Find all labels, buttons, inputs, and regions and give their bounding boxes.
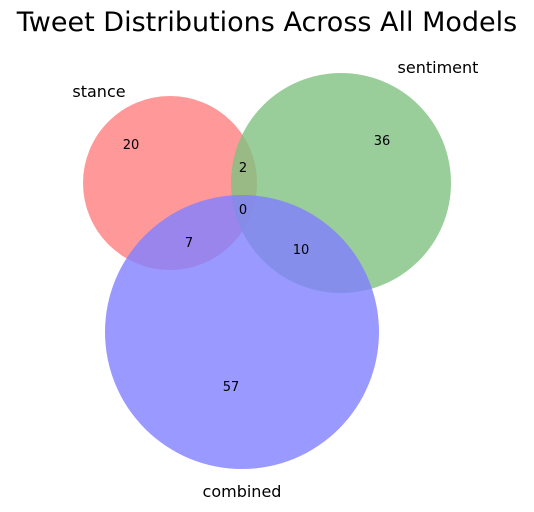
region-count-sentiment-combined: 10 — [293, 243, 310, 258]
region-count-stance-sentiment: 2 — [239, 161, 247, 176]
set-label-sentiment: sentiment — [398, 58, 479, 77]
set-label-combined: combined — [203, 482, 282, 501]
region-count-all-three: 0 — [239, 203, 247, 218]
region-count-combined-only: 57 — [223, 380, 240, 395]
circle-combined — [105, 195, 379, 469]
region-count-stance-combined: 7 — [185, 236, 193, 251]
set-label-stance: stance — [72, 82, 125, 101]
chart-title: Tweet Distributions Across All Models — [16, 7, 517, 38]
region-count-sentiment-only: 36 — [374, 134, 391, 149]
venn-circles — [83, 73, 451, 469]
region-count-stance-only: 20 — [123, 138, 140, 153]
